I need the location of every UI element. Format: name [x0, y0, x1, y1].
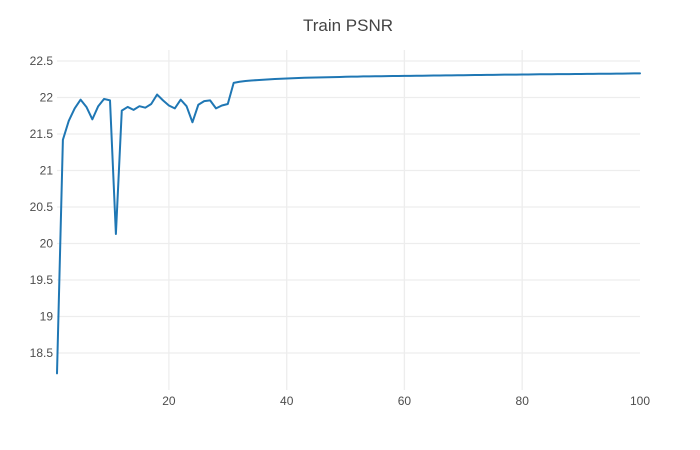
series-line	[56, 72, 641, 375]
series-layer	[56, 72, 641, 375]
y-tick-label: 19	[40, 310, 54, 324]
axis-label-layer: 18.5 19 19.5 20 20.5 21 21.5 22 22.5 20 40 60 80 100	[30, 54, 651, 408]
y-tick-label: 21.5	[30, 127, 54, 141]
y-tick-label: 19.5	[30, 273, 54, 287]
y-tick-label: 20	[40, 237, 54, 251]
x-tick-label: 40	[280, 394, 294, 408]
x-tick-label: 100	[630, 394, 650, 408]
grid-layer	[57, 50, 640, 390]
x-tick-label: 80	[516, 394, 530, 408]
x-tick-label: 20	[162, 394, 176, 408]
y-tick-label: 22	[40, 91, 54, 105]
chart-title: Train PSNR	[303, 16, 393, 35]
y-tick-label: 18.5	[30, 346, 54, 360]
x-tick-label: 60	[398, 394, 412, 408]
y-tick-label: 21	[40, 164, 54, 178]
y-tick-label: 20.5	[30, 200, 54, 214]
y-tick-label: 22.5	[30, 54, 54, 68]
